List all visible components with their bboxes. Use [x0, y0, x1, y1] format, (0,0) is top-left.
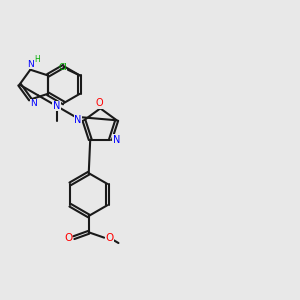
- Text: Cl: Cl: [59, 64, 68, 73]
- Text: N: N: [31, 100, 37, 109]
- Text: O: O: [65, 233, 73, 243]
- Text: O: O: [95, 98, 103, 108]
- Text: H: H: [34, 55, 40, 64]
- Text: O: O: [105, 233, 113, 243]
- Text: N: N: [53, 101, 60, 111]
- Text: N: N: [74, 115, 82, 125]
- Text: N: N: [113, 135, 120, 145]
- Text: N: N: [28, 60, 34, 69]
